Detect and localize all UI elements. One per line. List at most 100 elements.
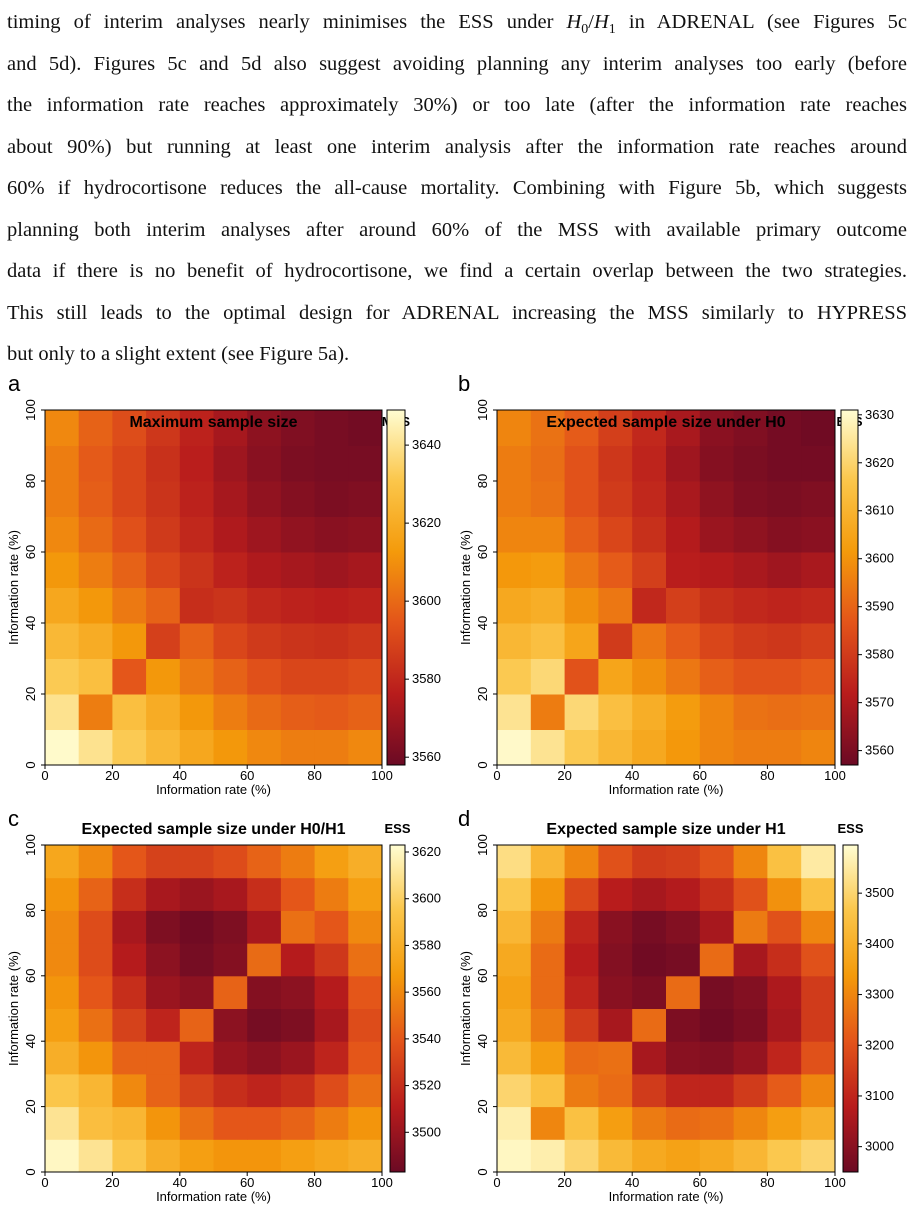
heat-cell	[564, 1139, 599, 1173]
heat-cell	[179, 1041, 214, 1075]
x-axis-label: Information rate (%)	[156, 782, 271, 797]
heat-cell	[247, 516, 282, 553]
y-tick-label: 40	[475, 616, 490, 630]
y-axis-label: Information rate (%)	[6, 951, 21, 1066]
heat-cell	[699, 516, 735, 553]
colorbar-tick-label: 3620	[865, 455, 894, 470]
heat-cell	[78, 975, 113, 1009]
y-tick-label: 40	[23, 616, 38, 630]
x-axis-label: Information rate (%)	[609, 1189, 724, 1204]
heat-cell	[497, 552, 532, 588]
heat-cell	[179, 1008, 214, 1042]
heat-cell	[666, 694, 701, 730]
heat-cell	[767, 943, 802, 977]
heat-cell	[733, 410, 768, 446]
heat-cell	[78, 943, 113, 977]
heat-cell	[45, 658, 80, 695]
heat-cell	[247, 943, 282, 977]
x-tick-label: 20	[557, 768, 571, 783]
heat-cell	[179, 694, 214, 730]
heat-cell	[564, 658, 599, 695]
x-tick-label: 40	[625, 1175, 639, 1190]
colorbar	[386, 409, 406, 766]
heat-cell	[530, 1106, 566, 1140]
heat-cell	[280, 729, 316, 766]
heat-cell	[45, 975, 80, 1009]
x-tick-label: 80	[307, 1175, 321, 1190]
heat-cell	[801, 1106, 836, 1140]
heat-cell	[598, 552, 633, 588]
heat-cell	[348, 975, 383, 1009]
heat-cell	[146, 877, 181, 911]
heat-cell	[497, 694, 532, 730]
text-line: data if there is no benefit of hydrocort…	[7, 260, 907, 282]
heat-cell	[632, 910, 667, 944]
heat-cell	[247, 552, 282, 588]
heat-cell	[530, 445, 566, 482]
heat-cell	[767, 552, 802, 588]
heat-cell	[146, 975, 181, 1009]
heat-cell	[213, 1139, 248, 1173]
heat-cell	[348, 729, 383, 766]
heat-cell	[45, 587, 80, 624]
x-tick-label: 80	[760, 1175, 774, 1190]
heat-cell	[179, 481, 214, 517]
heat-cell	[801, 516, 836, 553]
heat-cell	[146, 1139, 181, 1173]
heat-cell	[146, 910, 181, 944]
heat-cell	[767, 623, 802, 659]
heat-cell	[314, 410, 349, 446]
heat-cell	[78, 845, 113, 879]
heat-cell	[112, 623, 147, 659]
heat-cell	[632, 445, 667, 482]
heat-cell	[213, 910, 248, 944]
heat-cell	[801, 975, 836, 1009]
heat-cell	[564, 481, 599, 517]
x-tick-label: 100	[371, 768, 393, 783]
heat-cell	[632, 1073, 667, 1108]
y-tick-label: 100	[475, 399, 490, 421]
heat-cell	[497, 587, 532, 624]
heat-cell	[45, 845, 80, 879]
heat-cell	[45, 623, 80, 659]
heat-cell	[564, 623, 599, 659]
heat-cell	[78, 1041, 113, 1075]
heat-cell	[530, 1008, 566, 1042]
heat-cell	[530, 1139, 566, 1173]
y-tick-label: 40	[475, 1034, 490, 1048]
heat-cell	[598, 623, 633, 659]
heat-cell	[247, 1008, 282, 1042]
heat-cell	[497, 658, 532, 695]
y-tick-label: 0	[23, 1168, 38, 1175]
colorbar-tick-label: 3580	[865, 647, 894, 662]
heat-cell	[564, 1073, 599, 1108]
heat-cell	[598, 410, 633, 446]
x-tick-label: 0	[41, 1175, 48, 1190]
heat-cell	[45, 1008, 80, 1042]
colorbar-tick-label: 3520	[412, 1078, 441, 1093]
heat-cell	[179, 445, 214, 482]
heat-cell	[348, 481, 383, 517]
heat-cell	[348, 587, 383, 624]
y-tick-label: 60	[23, 969, 38, 983]
heat-cell	[45, 516, 80, 553]
heat-cell	[146, 445, 181, 482]
heat-cell	[179, 658, 214, 695]
heat-cell	[213, 1041, 248, 1075]
text-segment: /	[588, 11, 594, 33]
heat-cell	[247, 445, 282, 482]
y-tick-label: 80	[23, 474, 38, 488]
colorbar	[389, 844, 406, 1173]
heat-cell	[112, 516, 147, 553]
heat-cell	[112, 1041, 147, 1075]
heat-cell	[314, 729, 349, 766]
colorbar-tick-label: 3600	[412, 593, 441, 608]
heat-cell	[78, 410, 113, 446]
heat-cell	[666, 729, 701, 766]
heat-cell	[767, 481, 802, 517]
colorbar-tick-label: 3590	[865, 599, 894, 614]
heat-cell	[598, 516, 633, 553]
heat-cell	[801, 445, 836, 482]
heat-cell	[179, 729, 214, 766]
heat-cell	[348, 877, 383, 911]
